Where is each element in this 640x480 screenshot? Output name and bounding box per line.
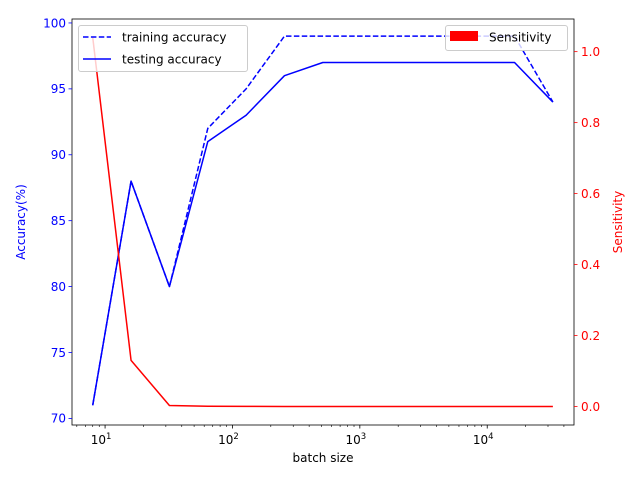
x-tick-label: 101	[91, 432, 112, 447]
right-y-tick-label: 0.4	[581, 258, 600, 272]
x-axis-label: batch size	[293, 451, 354, 465]
right-y-tick-label: 1.0	[581, 45, 600, 59]
left-y-tick-label: 75	[51, 346, 66, 360]
legend-label: training accuracy	[122, 30, 226, 44]
left-y-tick-label: 80	[51, 280, 66, 294]
left-y-tick-label: 90	[51, 148, 66, 162]
right-y-tick-label: 0.8	[581, 116, 600, 130]
legend-accuracy: training accuracy testing accuracy	[78, 25, 248, 72]
right-y-tick-label: 0.0	[581, 400, 600, 414]
legend-swatch-sensitivity	[450, 31, 478, 41]
right-y-tick-label: 0.2	[581, 329, 600, 343]
plot-frame	[71, 18, 575, 426]
legend-box	[78, 25, 248, 72]
left-y-tick-label: 85	[51, 214, 66, 228]
legend-label: Sensitivity	[489, 31, 551, 45]
left-y-tick-label: 100	[43, 16, 66, 30]
plot-area	[91, 35, 554, 408]
series-line-sensitivity	[91, 37, 553, 408]
axes: 101 102 103 104 batch size 70 75 80 85 90 95 100 Acc…	[14, 16, 625, 465]
x-tick-label: 104	[473, 432, 494, 447]
series-line-testing-accuracy	[91, 61, 554, 406]
left-y-tick-label: 70	[51, 412, 66, 426]
right-y-axis-label: Sensitivity	[611, 191, 625, 253]
series-line-training-accuracy	[91, 35, 554, 406]
x-tick-label: 103	[345, 432, 366, 447]
left-y-tick-label: 95	[51, 82, 66, 96]
legend-sensitivity: Sensitivity	[445, 25, 568, 51]
left-y-axis-label: Accuracy(%)	[14, 184, 28, 260]
right-y-tick-label: 0.6	[581, 187, 600, 201]
x-tick-label: 102	[218, 432, 239, 447]
legend-label: testing accuracy	[122, 52, 222, 66]
